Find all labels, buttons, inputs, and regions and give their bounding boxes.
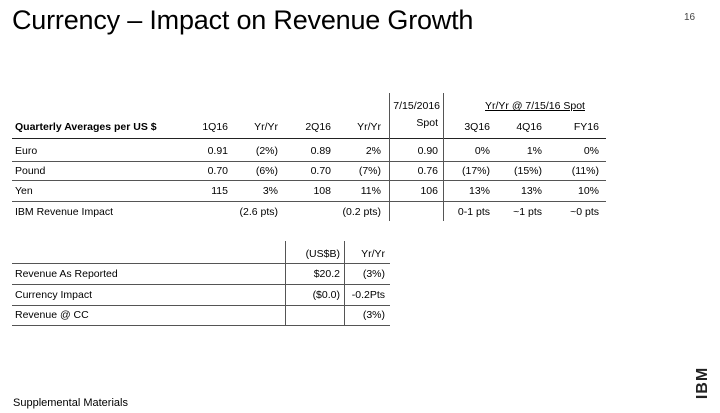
table-cell: 0.70 (310, 165, 331, 177)
column-header-4q16: 4Q16 (516, 121, 542, 133)
table-row-rule (12, 161, 606, 162)
page-number: 16 (684, 12, 696, 23)
row-label: Yen (15, 185, 33, 197)
table-row-rule (12, 180, 606, 181)
table-header-rule (12, 263, 390, 264)
table-cell: 0.91 (207, 145, 228, 157)
table-cell: 3% (262, 185, 278, 197)
table-column-divider (285, 241, 286, 325)
table-row-rule (12, 284, 390, 285)
table-cell: 0.89 (310, 145, 331, 157)
table-cell: $20.2 (313, 268, 340, 280)
table-column-divider (344, 241, 345, 325)
table-cell: ~0 pts (570, 206, 599, 218)
table-cell: 10% (577, 185, 599, 197)
table-cell: (2.6 pts) (239, 206, 278, 218)
column-header-1q16: 1Q16 (202, 121, 228, 133)
table-cell: 2% (365, 145, 381, 157)
table-cell: ~1 pts (513, 206, 542, 218)
table-cell: 0-1 pts (457, 206, 490, 218)
ibm-logo: IBM (693, 362, 713, 404)
table-cell: (15%) (513, 165, 542, 177)
spot-header-label: Spot (416, 117, 438, 129)
table-cell: 13% (520, 185, 542, 197)
column-header-yryr-2: Yr/Yr (357, 121, 381, 133)
table-cell: (17%) (461, 165, 490, 177)
table-cell: -0.2Pts (351, 289, 385, 301)
table-cell: ($0.0) (312, 289, 340, 301)
row-label: Pound (15, 165, 46, 177)
table-column-divider (389, 93, 390, 221)
table-cell: 11% (360, 185, 381, 197)
yr-yr-spot-group-header: Yr/Yr @ 7/15/16 Spot (485, 100, 585, 112)
column-header-2q16: 2Q16 (305, 121, 331, 133)
table-cell: 1% (526, 145, 542, 157)
table-cell: 115 (211, 185, 228, 197)
table-header-rule (12, 138, 606, 139)
column-header-usb: (US$B) (305, 248, 340, 260)
table-cell: 0% (474, 145, 490, 157)
table-cell: (3%) (362, 309, 385, 321)
table-cell: 0% (583, 145, 599, 157)
row-label: IBM Revenue Impact (15, 206, 114, 218)
slide-title: Currency – Impact on Revenue Growth (12, 5, 474, 35)
column-header-yryr-1: Yr/Yr (254, 121, 278, 133)
row-label: Euro (15, 145, 38, 157)
row-label: Revenue @ CC (15, 309, 89, 321)
column-header-fy16: FY16 (573, 121, 599, 133)
ibm-logo-text: IBM (694, 366, 711, 400)
spot-header-date: 7/15/2016 (393, 100, 440, 112)
table-row-rule (12, 325, 390, 326)
column-header-label: Quarterly Averages per US $ (15, 121, 157, 133)
table-row-rule (12, 201, 606, 202)
table-cell: (2%) (255, 145, 278, 157)
footer-text: Supplemental Materials (13, 397, 128, 409)
table-cell: (3%) (362, 268, 385, 280)
column-header-yryr: Yr/Yr (361, 248, 385, 260)
column-header-3q16: 3Q16 (464, 121, 490, 133)
table-column-divider (443, 93, 444, 221)
table-row-rule (12, 305, 390, 306)
table-cell: 0.90 (417, 145, 438, 157)
row-label: Revenue As Reported (15, 268, 118, 280)
row-label: Currency Impact (15, 289, 93, 301)
table-cell: 108 (313, 185, 331, 197)
table-cell: (0.2 pts) (342, 206, 381, 218)
table-cell: 13% (468, 185, 490, 197)
table-cell: (7%) (358, 165, 381, 177)
table-cell: (11%) (571, 165, 599, 177)
table-cell: 0.70 (207, 165, 228, 177)
table-cell: (6%) (255, 165, 278, 177)
table-cell: 106 (420, 185, 438, 197)
table-cell: 0.76 (417, 165, 438, 177)
